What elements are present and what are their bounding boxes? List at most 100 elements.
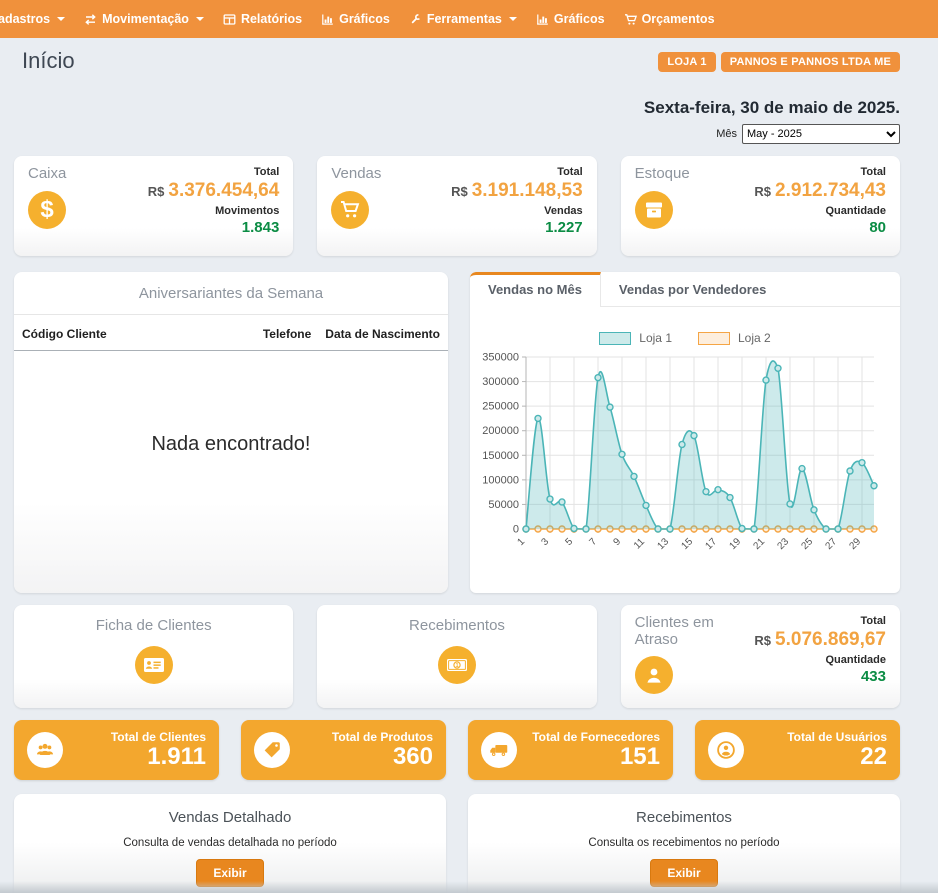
svg-text:5: 5 bbox=[563, 536, 575, 548]
birthdays-table-header: Código Cliente Telefone Data de Nascimen… bbox=[14, 315, 448, 351]
svg-text:17: 17 bbox=[703, 536, 719, 552]
svg-text:100000: 100000 bbox=[482, 474, 519, 486]
vendas-card: Vendas Total R$ 3.191.148,53 Vendas 1.22… bbox=[317, 156, 596, 256]
nav-item-label: Ferramentas bbox=[427, 12, 502, 26]
nav-item-label: Relatórios bbox=[241, 12, 302, 26]
tile-label: Total de Clientes bbox=[111, 730, 206, 744]
legend-label: Loja 1 bbox=[639, 331, 672, 345]
cart-icon bbox=[624, 13, 637, 26]
user-circle-icon bbox=[708, 732, 744, 768]
report-title: Vendas Detalhado bbox=[14, 809, 446, 826]
count-label: Quantidade bbox=[825, 654, 886, 666]
report-title: Recebimentos bbox=[468, 809, 900, 826]
count-value: 1.843 bbox=[242, 219, 280, 236]
legend-swatch bbox=[599, 332, 631, 345]
svg-text:50000: 50000 bbox=[488, 499, 519, 511]
clientes-em-atraso-card: Clientes em Atraso Total R$ 5.076.869,67… bbox=[621, 605, 900, 708]
month-select[interactable]: May - 2025 bbox=[742, 124, 900, 144]
recebimentos-report-card: Recebimentos Consulta os recebimentos no… bbox=[468, 794, 900, 893]
tile-value: 360 bbox=[393, 744, 433, 769]
total-amount: 3.191.148,53 bbox=[472, 180, 583, 202]
store-badges: LOJA 1 PANNOS E PANNOS LTDA ME bbox=[658, 52, 900, 72]
column-header: Código Cliente bbox=[22, 327, 263, 341]
total-fornecedores-tile: Total de Fornecedores 151 bbox=[468, 720, 673, 780]
total-label: Total bbox=[557, 166, 582, 178]
nav-item-label: adastros bbox=[0, 12, 50, 26]
card-title: Vendas bbox=[331, 166, 381, 183]
nav-item-movimentacao[interactable]: Movimentação bbox=[84, 12, 204, 26]
bar-chart-icon bbox=[536, 13, 549, 26]
tile-value: 1.911 bbox=[147, 744, 206, 769]
person-icon bbox=[635, 656, 673, 694]
total-usuarios-tile: Total de Usuários 22 bbox=[695, 720, 900, 780]
nav-item-label: Orçamentos bbox=[642, 12, 715, 26]
svg-text:250000: 250000 bbox=[482, 401, 519, 413]
svg-text:7: 7 bbox=[587, 536, 599, 548]
currency-symbol: R$ bbox=[451, 184, 468, 199]
nav-item-label: Movimentação bbox=[102, 12, 189, 26]
svg-text:1: 1 bbox=[515, 536, 527, 548]
report-description: Consulta os recebimentos no período bbox=[468, 837, 900, 849]
nav-item-orcamentos[interactable]: Orçamentos bbox=[624, 12, 715, 26]
currency-symbol: R$ bbox=[754, 184, 771, 199]
bar-chart-icon bbox=[321, 13, 334, 26]
tab-vendas-por-vendedores[interactable]: Vendas por Vendedores bbox=[601, 272, 784, 306]
total-amount: 3.376.454,64 bbox=[168, 180, 279, 202]
users-icon bbox=[27, 732, 63, 768]
card-title: Clientes em Atraso bbox=[635, 615, 725, 648]
legend-item: Loja 2 bbox=[698, 331, 771, 345]
store-badge: LOJA 1 bbox=[658, 52, 715, 72]
empty-message: Nada encontrado! bbox=[14, 433, 448, 456]
chevron-down-icon bbox=[509, 17, 517, 21]
svg-text:1: 1 bbox=[455, 663, 458, 669]
total-amount: 5.076.869,67 bbox=[775, 629, 886, 651]
count-value: 433 bbox=[861, 668, 886, 685]
total-label: Total bbox=[861, 166, 886, 178]
count-label: Movimentos bbox=[215, 205, 279, 217]
total-label: Total bbox=[861, 615, 886, 627]
cart-icon bbox=[331, 191, 369, 229]
total-clientes-tile: Total de Clientes 1.911 bbox=[14, 720, 219, 780]
company-badge: PANNOS E PANNOS LTDA ME bbox=[721, 52, 900, 72]
tile-value: 22 bbox=[860, 744, 887, 769]
count-label: Vendas bbox=[544, 205, 583, 217]
sales-area-chart: 0500001000001500002000002500003000003500… bbox=[480, 347, 882, 579]
count-value: 1.227 bbox=[545, 219, 583, 236]
svg-text:150000: 150000 bbox=[482, 450, 519, 462]
chevron-down-icon bbox=[57, 17, 65, 21]
sales-tabbar: Vendas no Mês Vendas por Vendedores bbox=[470, 272, 900, 307]
box-icon bbox=[635, 191, 673, 229]
recebimentos-card[interactable]: Recebimentos 1 bbox=[317, 605, 596, 708]
tag-icon bbox=[254, 732, 290, 768]
page-title: Início bbox=[22, 48, 75, 74]
svg-text:3: 3 bbox=[539, 536, 551, 548]
legend-item: Loja 1 bbox=[599, 331, 672, 345]
ficha-de-clientes-card[interactable]: Ficha de Clientes bbox=[14, 605, 293, 708]
birthdays-title: Aniversariantes da Semana bbox=[14, 272, 448, 314]
dollar-icon: $ bbox=[28, 191, 66, 229]
card-title: Recebimentos bbox=[409, 617, 505, 634]
truck-icon bbox=[481, 732, 517, 768]
estoque-card: Estoque Total R$ 2.912.734,43 Quantidade… bbox=[621, 156, 900, 256]
id-card-icon bbox=[135, 646, 173, 684]
nav-item-relatorios[interactable]: Relatórios bbox=[223, 12, 302, 26]
chart-legend: Loja 1 Loja 2 bbox=[480, 331, 890, 345]
nav-item-graficos-1[interactable]: Gráficos bbox=[321, 12, 390, 26]
nav-item-graficos-2[interactable]: Gráficos bbox=[536, 12, 605, 26]
vendas-detalhado-card: Vendas Detalhado Consulta de vendas deta… bbox=[14, 794, 446, 893]
tab-vendas-no-mes[interactable]: Vendas no Mês bbox=[470, 272, 601, 307]
count-value: 80 bbox=[869, 219, 886, 236]
sales-panel: Vendas no Mês Vendas por Vendedores Loja… bbox=[470, 272, 900, 593]
nav-item-cadastros[interactable]: adastros bbox=[0, 12, 65, 26]
banknote-icon: 1 bbox=[438, 646, 476, 684]
dashboard-page: adastros Movimentação Relatórios Gráfico… bbox=[0, 0, 938, 893]
current-date: Sexta-feira, 30 de maio de 2025. bbox=[14, 98, 900, 118]
birthdays-panel: Aniversariantes da Semana Código Cliente… bbox=[14, 272, 448, 593]
tile-label: Total de Fornecedores bbox=[532, 730, 660, 744]
wrench-icon bbox=[409, 13, 422, 26]
svg-text:23: 23 bbox=[775, 536, 791, 552]
caixa-card: Caixa $ Total R$ 3.376.454,64 Movimentos… bbox=[14, 156, 293, 256]
svg-text:25: 25 bbox=[799, 536, 815, 552]
svg-text:21: 21 bbox=[751, 536, 767, 552]
nav-item-ferramentas[interactable]: Ferramentas bbox=[409, 12, 517, 26]
